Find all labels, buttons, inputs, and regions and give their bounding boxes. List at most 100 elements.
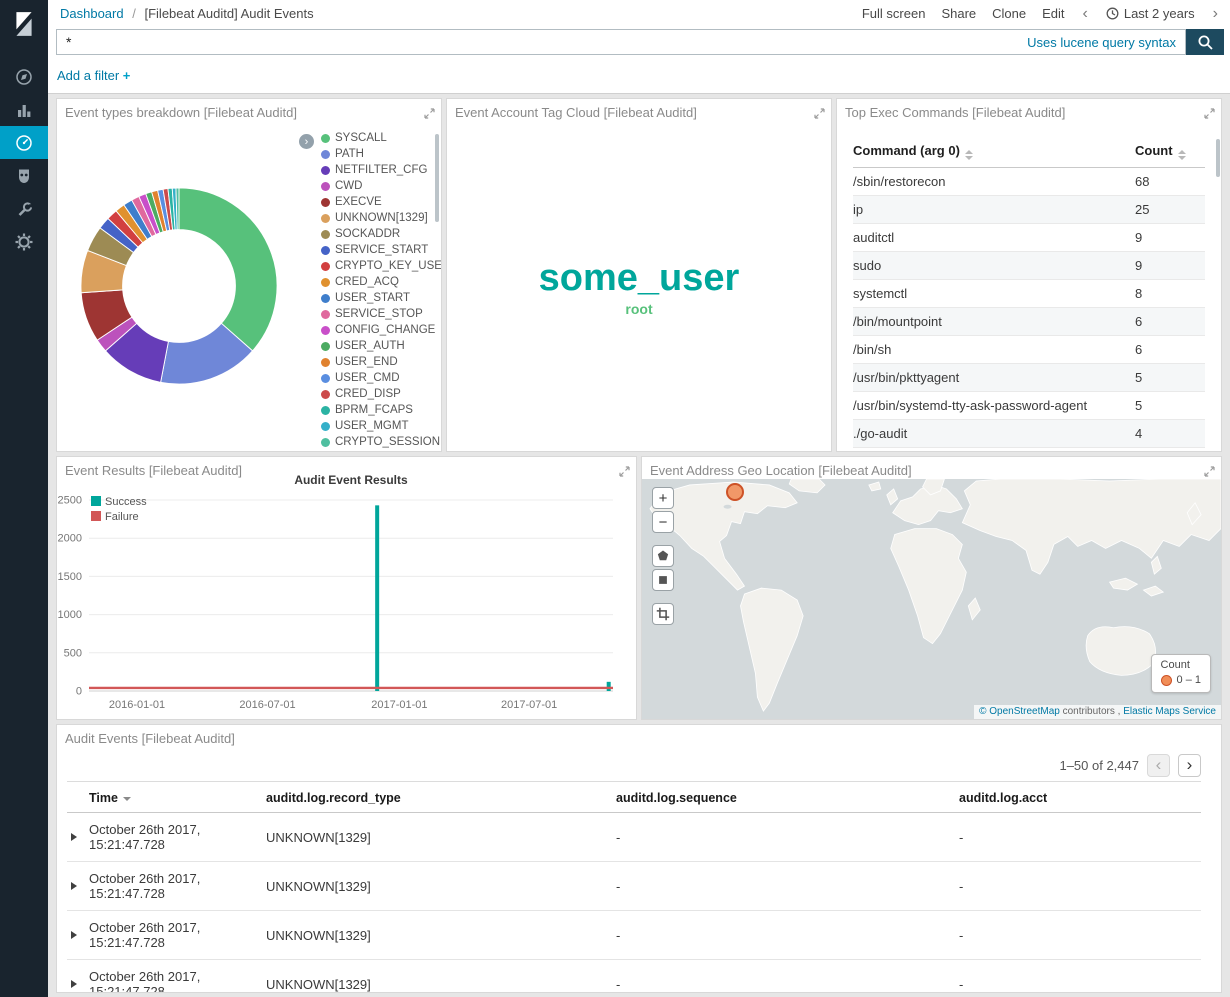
legend-label: USER_MGMT	[335, 420, 409, 432]
nav-management[interactable]	[0, 225, 48, 258]
share-button[interactable]: Share	[941, 6, 977, 21]
audit-table-row: October 26th 2017, 15:21:47.728 UNKNOWN[1…	[67, 813, 1201, 862]
lucene-syntax-link[interactable]: Uses lucene query syntax	[1027, 34, 1176, 50]
timelion-icon	[19, 169, 29, 183]
legend-scrollbar[interactable]	[435, 134, 439, 222]
nav-discover[interactable]	[0, 60, 48, 93]
exec-scrollbar[interactable]	[1216, 139, 1220, 177]
legend-item[interactable]: USER_START	[321, 292, 429, 304]
edit-button[interactable]: Edit	[1042, 6, 1065, 21]
crop-button[interactable]	[652, 603, 674, 625]
fullscreen-button[interactable]: Full screen	[861, 6, 926, 21]
next-page-button[interactable]: ›	[1178, 754, 1201, 777]
legend-item[interactable]: CRED_DISP	[321, 388, 429, 400]
legend-dot-icon	[1160, 674, 1172, 686]
svg-text:500: 500	[64, 647, 82, 659]
expand-panel-icon[interactable]	[1204, 107, 1215, 122]
audit-col-acct[interactable]: auditd.log.acct	[959, 791, 1048, 805]
expand-panel-icon[interactable]	[424, 107, 435, 122]
expand-row-caret[interactable]	[71, 931, 77, 939]
nav-dev-tools[interactable]	[0, 192, 48, 225]
legend-item[interactable]: USER_AUTH	[321, 340, 429, 352]
legend-item[interactable]: SOCKADDR	[321, 228, 429, 240]
geo-map[interactable]: + −	[642, 479, 1221, 719]
expand-row-caret[interactable]	[71, 833, 77, 841]
legend-item[interactable]: CONFIG_CHANGE	[321, 324, 435, 336]
legend-item[interactable]: SERVICE_START	[321, 244, 429, 256]
expand-panel-icon[interactable]	[1204, 465, 1215, 480]
legend-item[interactable]: PATH	[321, 148, 429, 160]
nav-timelion[interactable]	[0, 159, 48, 192]
draw-rectangle-button[interactable]	[652, 569, 674, 591]
osm-link[interactable]: © OpenStreetMap	[979, 706, 1060, 717]
audit-cell: October 26th 2017, 15:21:47.728	[89, 969, 201, 993]
time-back-chevron[interactable]: ‹	[1082, 4, 1088, 22]
exec-col-count[interactable]: Count	[1135, 143, 1205, 160]
legend-item[interactable]: CRYPTO_KEY_USER	[321, 260, 441, 272]
exec-table-row: /bin/mountpoint 6	[853, 308, 1205, 336]
dashboard-grid: Event types breakdown [Filebeat Auditd] …	[48, 94, 1230, 997]
tag-root[interactable]: root	[625, 300, 653, 317]
query-input[interactable]	[66, 34, 1018, 50]
legend-item[interactable]: EXECVE	[321, 196, 429, 208]
exec-table-row: /usr/bin/pkttyagent 5	[853, 364, 1205, 392]
exec-command-cell: /usr/bin/pkttyagent	[853, 370, 960, 385]
pie-slice-CRYPTO_SESSION[interactable]	[175, 187, 180, 231]
svg-text:1500: 1500	[58, 571, 82, 583]
exec-command-cell: ip	[853, 202, 864, 217]
map-legend: Count 0 – 1	[1150, 654, 1211, 693]
svg-text:2016-01-01: 2016-01-01	[109, 699, 165, 711]
clone-button[interactable]: Clone	[992, 6, 1027, 21]
map-legend-range: 0 – 1	[1176, 674, 1201, 686]
panel-title: Event Address Geo Location [Filebeat Aud…	[650, 463, 912, 478]
exec-count-cell: 5	[1135, 370, 1143, 385]
audit-col-sequence[interactable]: auditd.log.sequence	[616, 791, 737, 805]
legend-toggle-button[interactable]: ›	[299, 134, 314, 149]
prev-page-button[interactable]: ‹	[1147, 754, 1170, 777]
zoom-in-button[interactable]: +	[652, 487, 674, 509]
pagination: 1–50 of 2,447 ‹ ›	[67, 754, 1201, 777]
tag-some_user[interactable]: some_user	[538, 256, 740, 299]
svg-text:2016-07-01: 2016-07-01	[239, 699, 295, 711]
expand-panel-icon[interactable]	[814, 107, 825, 122]
kibana-logo[interactable]	[0, 0, 48, 48]
panel-title: Event types breakdown [Filebeat Auditd]	[65, 105, 297, 120]
sort-icon	[1177, 150, 1186, 160]
legend-label: BPRM_FCAPS	[335, 404, 413, 416]
search-button[interactable]	[1186, 29, 1224, 55]
expand-panel-icon[interactable]	[619, 465, 630, 480]
legend-item[interactable]: USER_CMD	[321, 372, 429, 384]
zoom-out-button[interactable]: −	[652, 511, 674, 533]
legend-item[interactable]: BPRM_FCAPS	[321, 404, 429, 416]
audit-col-time[interactable]: Time	[89, 791, 266, 805]
legend-item[interactable]: CWD	[321, 180, 429, 192]
draw-polygon-button[interactable]	[652, 545, 674, 567]
audit-col-record-type[interactable]: auditd.log.record_type	[266, 791, 401, 805]
expand-row-caret[interactable]	[71, 980, 77, 988]
legend-item[interactable]: USER_END	[321, 356, 429, 368]
world-map-graphic	[649, 479, 1221, 712]
crop-icon	[656, 607, 670, 621]
legend-item[interactable]: UNKNOWN[1329]	[321, 212, 429, 224]
legend-item[interactable]: CRED_ACQ	[321, 276, 429, 288]
nav-visualize[interactable]	[0, 93, 48, 126]
legend-color-dot	[321, 421, 330, 431]
timepicker-button[interactable]: Last 2 years	[1106, 6, 1195, 21]
pie-slice-SYSCALL[interactable]	[178, 187, 278, 352]
pagination-info: 1–50 of 2,447	[1059, 758, 1139, 773]
exec-col-command[interactable]: Command (arg 0)	[853, 143, 1135, 160]
geo-point-marker[interactable]	[726, 483, 744, 501]
expand-row-caret[interactable]	[71, 882, 77, 890]
ems-link[interactable]: Elastic Maps Service	[1123, 706, 1216, 717]
legend-item[interactable]: SERVICE_STOP	[321, 308, 429, 320]
add-filter-link[interactable]: Add a filter +	[57, 68, 131, 83]
legend-item[interactable]: NETFILTER_CFG	[321, 164, 429, 176]
breadcrumb-dashboard-link[interactable]: Dashboard	[60, 6, 124, 21]
legend-item[interactable]: CRYPTO_SESSION	[321, 436, 440, 448]
add-filter-plus-icon: +	[122, 68, 131, 83]
exec-table-body: /sbin/restorecon 68 ip 25 auditctl 9 sudo 9 syst…	[853, 168, 1205, 448]
legend-item[interactable]: USER_MGMT	[321, 420, 429, 432]
nav-dashboard[interactable]	[0, 126, 48, 159]
legend-item[interactable]: SYSCALL	[321, 132, 429, 144]
time-forward-chevron[interactable]: ›	[1212, 4, 1218, 22]
